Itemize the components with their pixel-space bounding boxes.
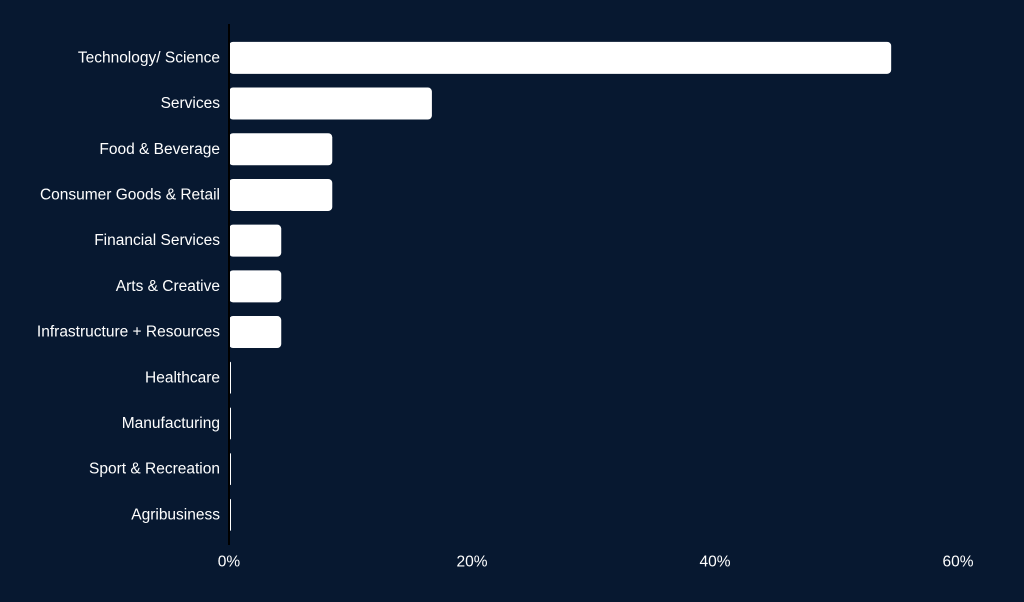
category-label-food-beverage: Food & Beverage: [99, 141, 220, 158]
x-tick-label: 60%: [942, 554, 973, 571]
bar-consumer-goods-retail: [229, 178, 333, 211]
x-tick-labels: 0% 20% 40% 60%: [218, 554, 974, 571]
category-label-consumer-goods-retail: Consumer Goods & Retail: [40, 186, 220, 203]
bar-food-beverage: [229, 133, 333, 166]
x-tick-label: 40%: [699, 554, 730, 571]
category-label-sport-recreation: Sport & Recreation: [89, 461, 220, 478]
category-label-technology-science: Technology/ Science: [78, 49, 220, 66]
bar-infrastructure-resources: [229, 316, 282, 349]
x-tick-label: 0%: [218, 554, 241, 571]
category-label-manufacturing: Manufacturing: [122, 415, 220, 432]
bar-financial-services: [229, 224, 282, 257]
category-labels: Technology/ Science Services Food & Bevera…: [37, 49, 220, 523]
category-label-healthcare: Healthcare: [145, 369, 220, 386]
x-tick-label: 20%: [456, 554, 487, 571]
category-label-services: Services: [161, 95, 221, 112]
bar-services: [229, 87, 432, 120]
bar-arts-creative: [229, 270, 282, 303]
category-label-arts-creative: Arts & Creative: [116, 278, 220, 295]
category-label-financial-services: Financial Services: [94, 232, 220, 249]
bars-layer: [229, 41, 892, 531]
category-label-infrastructure-resources: Infrastructure + Resources: [37, 324, 220, 341]
bar-technology-science: [229, 41, 892, 74]
category-label-agribusiness: Agribusiness: [131, 506, 220, 523]
